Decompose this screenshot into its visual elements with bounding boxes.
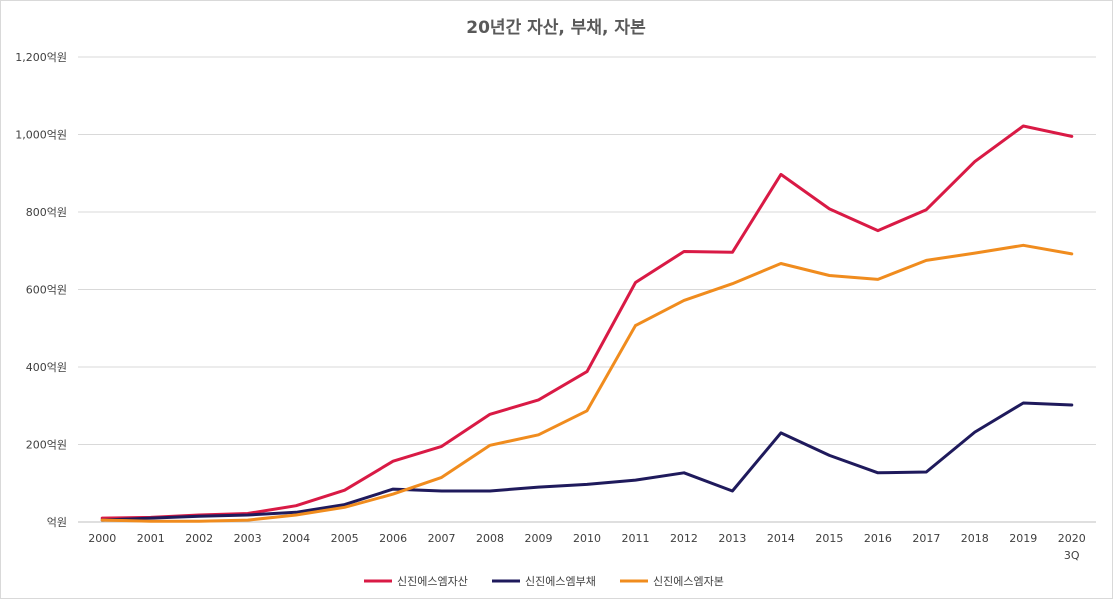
x-tick-label: 2003: [234, 532, 262, 545]
series-lines: [100, 124, 1074, 523]
y-tick-label: 1,000억원: [15, 129, 67, 142]
x-tick-label: 2011: [621, 532, 649, 545]
y-tick-label: 1,200억원: [15, 51, 67, 64]
x-tick-label: 2007: [428, 532, 456, 545]
x-tick-label: 3Q: [1064, 549, 1080, 562]
legend-label: 신진에스엠자산: [397, 575, 468, 588]
x-tick-label: 2010: [573, 532, 601, 545]
x-tick-label: 2001: [137, 532, 165, 545]
x-axis-ticks: 2000 2001 2002 2003 2004 2005 2006 2007 2008 2009…: [88, 532, 1086, 562]
x-tick-label: 2015: [815, 532, 843, 545]
x-tick-label: 2020: [1058, 532, 1086, 545]
x-tick-label: 2008: [476, 532, 504, 545]
x-tick-label: 2006: [379, 532, 407, 545]
y-tick-label: 600억원: [26, 284, 67, 297]
legend-label: 신진에스엠자본: [653, 575, 724, 588]
x-tick-label: 2004: [282, 532, 310, 545]
x-tick-label: 2019: [1009, 532, 1037, 545]
x-tick-label: 2012: [670, 532, 698, 545]
x-tick-label: 2000: [88, 532, 116, 545]
x-tick-label: 2002: [185, 532, 213, 545]
y-tick-label: 200억원: [26, 439, 67, 452]
chart-title: 20년간 자산, 부채, 자본: [466, 18, 646, 38]
y-tick-label: 800억원: [26, 206, 67, 219]
series-line-1: [100, 124, 1074, 520]
legend-label: 신진에스엠부채: [525, 575, 596, 588]
x-tick-label: 2016: [864, 532, 892, 545]
grid-lines: [78, 56, 1096, 523]
x-tick-label: 2013: [718, 532, 746, 545]
x-tick-label: 2005: [331, 532, 359, 545]
x-tick-label: 2018: [961, 532, 989, 545]
x-tick-label: 2009: [525, 532, 553, 545]
series-line-2: [100, 401, 1074, 522]
legend: 신진에스엠자산 신진에스엠부채 신진에스엠자본: [364, 575, 724, 588]
y-axis-ticks: 억원 200억원 400억원 600억원 800억원 1,000억원 1,200억원: [15, 51, 67, 529]
x-tick-label: 2014: [767, 532, 795, 545]
y-tick-label: 억원: [47, 516, 67, 529]
series-line-3: [100, 243, 1074, 523]
y-tick-label: 400억원: [26, 361, 67, 374]
x-tick-label: 2017: [912, 532, 940, 545]
